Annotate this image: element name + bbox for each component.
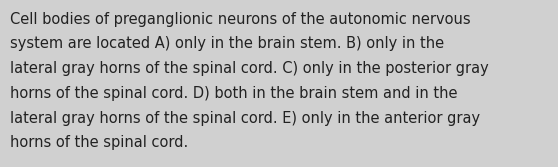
Text: system are located A) only in the brain stem. B) only in the: system are located A) only in the brain … (10, 36, 444, 51)
Text: Cell bodies of preganglionic neurons of the autonomic nervous: Cell bodies of preganglionic neurons of … (10, 12, 470, 27)
Text: horns of the spinal cord. D) both in the brain stem and in the: horns of the spinal cord. D) both in the… (10, 86, 458, 101)
Text: lateral gray horns of the spinal cord. C) only in the posterior gray: lateral gray horns of the spinal cord. C… (10, 61, 489, 76)
Text: horns of the spinal cord.: horns of the spinal cord. (10, 135, 188, 150)
Text: lateral gray horns of the spinal cord. E) only in the anterior gray: lateral gray horns of the spinal cord. E… (10, 111, 480, 126)
